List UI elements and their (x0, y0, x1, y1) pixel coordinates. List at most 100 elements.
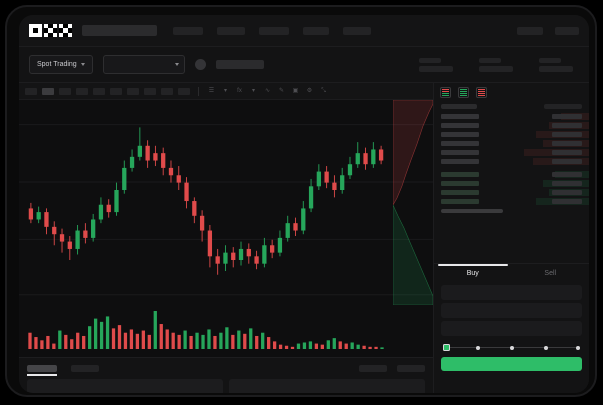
ob-mode-asks-icon[interactable] (476, 87, 487, 98)
submit-buy-button[interactable] (441, 357, 582, 371)
amount-field[interactable] (441, 303, 582, 318)
line-tool-icon[interactable]: ∿ (264, 88, 271, 94)
volume-series (28, 311, 384, 349)
candle-type-icon[interactable]: ☰ (208, 88, 215, 94)
settings-icon[interactable]: ⚙ (306, 88, 313, 94)
price-field[interactable] (441, 285, 582, 300)
camera-icon[interactable]: ▣ (292, 88, 299, 94)
order-book-row[interactable] (434, 179, 589, 188)
order-book-row[interactable] (434, 197, 589, 206)
search-input[interactable] (82, 25, 157, 36)
fullscreen-icon[interactable]: ⤡ (321, 88, 326, 94)
nav-item-2[interactable] (217, 26, 245, 35)
chevron-down-icon (80, 63, 85, 66)
bottom-tab-1-label (27, 364, 57, 372)
bottom-action-1[interactable] (359, 364, 387, 372)
order-size (552, 180, 582, 187)
bottom-tab-2[interactable] (71, 364, 99, 372)
ob-mode-bids-icon[interactable] (458, 87, 469, 98)
slider-stop-100[interactable] (575, 345, 580, 350)
bottom-actions (359, 364, 425, 372)
nav-item-1[interactable] (173, 26, 203, 35)
order-book-row[interactable] (434, 121, 589, 130)
bottom-box-left[interactable] (27, 379, 223, 393)
nav-links (173, 26, 371, 35)
order-size (552, 149, 582, 156)
nav-right-2[interactable] (555, 26, 579, 35)
order-book-asks (434, 112, 589, 166)
bottom-tab-1[interactable] (27, 364, 57, 376)
total-field[interactable] (441, 321, 582, 336)
stat-value (419, 65, 453, 72)
order-book-row[interactable] (434, 148, 589, 157)
market-stats (419, 57, 579, 72)
logo-glyph-k (44, 24, 57, 37)
nav-right-1[interactable] (517, 26, 543, 35)
order-book-bids (434, 170, 589, 206)
depth-overlay (393, 100, 433, 305)
logo-glyph-x (59, 24, 72, 37)
slider-stop-75[interactable] (544, 345, 549, 350)
stat-label (479, 57, 501, 63)
price-chart[interactable] (19, 100, 433, 305)
order-size (552, 113, 582, 120)
ob-mode-both-icon[interactable] (440, 87, 451, 98)
order-book-row[interactable] (434, 188, 589, 197)
order-price (441, 140, 479, 147)
timeframe-button-7[interactable] (127, 87, 139, 95)
timeframe-button-2[interactable] (42, 87, 54, 95)
chevron-down-icon (174, 63, 179, 66)
order-book-row[interactable] (434, 170, 589, 179)
order-book-row[interactable] (434, 139, 589, 148)
order-book-row[interactable] (434, 130, 589, 139)
timeframe-button-4[interactable] (76, 87, 88, 95)
order-price (441, 180, 479, 187)
order-price (441, 149, 479, 156)
slider-stop-25[interactable] (475, 345, 480, 350)
timeframe-button-6[interactable] (110, 87, 122, 95)
ob-col-price (441, 104, 477, 109)
stat-value (539, 65, 573, 72)
coin-icon (194, 59, 206, 70)
timeframe-button-3[interactable] (59, 87, 71, 95)
market-stat-1 (419, 57, 453, 72)
tab-sell[interactable]: Sell (544, 269, 557, 277)
order-size (552, 131, 582, 138)
slider-handle[interactable] (443, 344, 450, 351)
order-price (441, 198, 479, 205)
order-book-row[interactable] (434, 157, 589, 166)
pair-select[interactable] (102, 55, 185, 74)
indicator-chevron-icon[interactable]: ▾ (251, 88, 255, 94)
bottom-content-boxes (19, 374, 433, 393)
timeframe-button-9[interactable] (161, 87, 173, 95)
order-price (441, 189, 479, 196)
bottom-tabs (19, 358, 433, 376)
chart-toolbar: ☰ ▾ fx ▾ ∿ ✎ ▣ ⚙ ⤡ (19, 83, 433, 100)
nav-item-3[interactable] (259, 26, 289, 35)
trading-mode-select[interactable]: Spot Trading (29, 55, 93, 74)
order-book-row[interactable] (434, 112, 589, 121)
ob-footer-label (441, 209, 503, 213)
toolbar-divider (198, 86, 199, 96)
pencil-icon[interactable]: ✎ (278, 88, 285, 94)
okx-logo[interactable] (29, 24, 72, 37)
order-size (552, 158, 582, 165)
indicator-icon[interactable]: fx (237, 88, 242, 94)
timeframe-button-10[interactable] (178, 87, 190, 95)
candle-chevron-icon[interactable]: ▾ (223, 88, 227, 94)
timeframe-button-8[interactable] (144, 87, 156, 95)
app-screen: Spot Trading (19, 15, 589, 393)
timeframe-button-1[interactable] (25, 87, 37, 95)
timeframe-button-5[interactable] (93, 87, 105, 95)
nav-item-5[interactable] (343, 26, 371, 35)
bottom-box-right[interactable] (229, 379, 425, 393)
tab-buy[interactable]: Buy (434, 264, 512, 282)
amount-percent-slider[interactable] (443, 343, 580, 352)
market-header: Spot Trading (19, 47, 589, 83)
bottom-action-2[interactable] (397, 364, 425, 372)
bottom-tab-2-label (71, 364, 99, 372)
slider-stop-50[interactable] (510, 345, 515, 350)
stat-label (539, 57, 561, 63)
nav-item-4[interactable] (303, 26, 329, 35)
order-book-footer (434, 206, 589, 213)
